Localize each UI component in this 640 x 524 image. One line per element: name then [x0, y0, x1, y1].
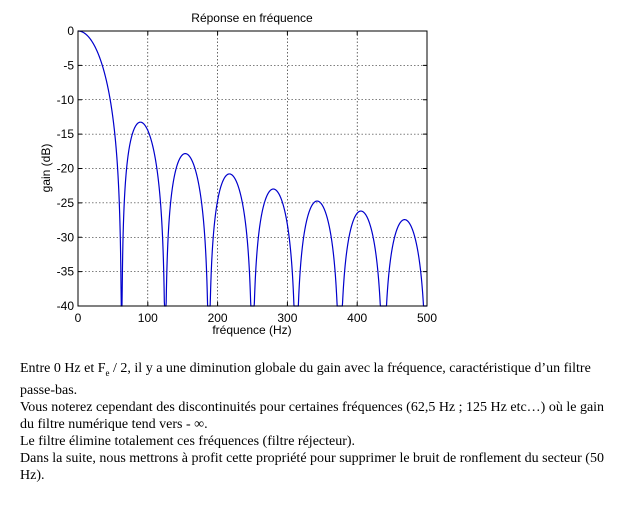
x-tick-label: 100: [138, 311, 158, 325]
plot-background: [78, 31, 427, 306]
y-tick-label: -10: [57, 93, 75, 107]
x-tick-label: 300: [277, 311, 297, 325]
grid: [78, 31, 427, 306]
x-tick-label: 0: [75, 311, 82, 325]
x-tick-label: 500: [417, 311, 437, 325]
y-tick-label: 0: [67, 24, 74, 38]
paragraph-1-rest: / 2, il y a une diminution globale du ga…: [20, 361, 591, 398]
x-tick-label: 400: [347, 311, 367, 325]
y-tick-label: -35: [57, 265, 75, 279]
y-tick-label: -25: [57, 196, 75, 210]
y-tick-label: -5: [63, 58, 74, 72]
ticks: 0 100 200 300 400 500 0 -5 -10 -15 -20 -25 -30 -35 -40: [57, 24, 438, 325]
x-tick-label: 200: [208, 311, 228, 325]
paragraph-4: Dans la suite, nous mettrons à profit ce…: [20, 450, 604, 483]
frequency-response-chart: 0 100 200 300 400 500 0 -5 -10 -15 -20 -25 -30 -35 -40…: [39, 11, 438, 337]
y-tick-label: -15: [57, 127, 75, 141]
x-axis-label: fréquence (Hz): [212, 323, 291, 337]
y-tick-label: -40: [57, 299, 75, 313]
paragraph-2: Vous noterez cependant des discontinuité…: [20, 399, 605, 432]
paragraph-3: Le filtre élimine totalement ces fréquen…: [20, 433, 356, 449]
explanation-text: Entre 0 Hz et Fe / 2, il y a une diminut…: [20, 360, 620, 484]
y-tick-label: -30: [57, 230, 75, 244]
y-tick-label: -20: [57, 162, 75, 176]
chart-title: Réponse en fréquence: [191, 11, 313, 25]
paragraph-1: Entre 0 Hz et Fe / 2, il y a une diminut…: [20, 360, 620, 399]
fe-subscript: e: [105, 367, 110, 378]
y-axis-label: gain (dB): [39, 144, 53, 193]
paragraph-1-start: Entre 0 Hz et F: [20, 361, 106, 376]
